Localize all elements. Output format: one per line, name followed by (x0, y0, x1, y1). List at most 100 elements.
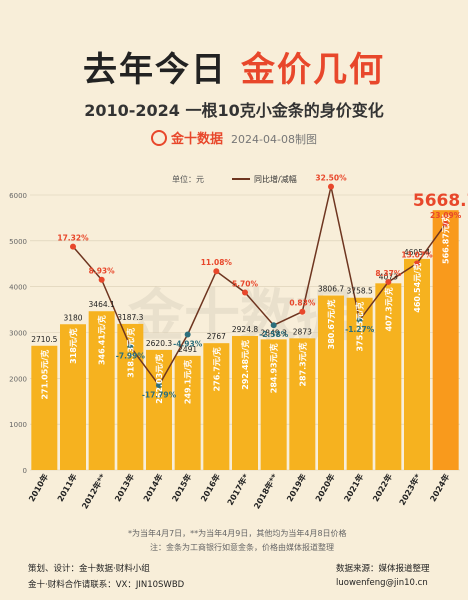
category-label: 2020年 (313, 472, 337, 503)
bar (289, 338, 316, 470)
category-label: 2021年 (342, 472, 366, 503)
change-label: 17.32% (57, 234, 89, 243)
page-subtitle: 2010-2024 一根10克小金条的身价变化 (84, 101, 384, 120)
credit-right-2: luowenfeng@jin10.cn (336, 578, 428, 588)
value-label: 2849.3 (261, 328, 287, 337)
category-label: 2018年** (251, 471, 279, 510)
change-label: 8.93% (89, 267, 116, 276)
y-tick-label: 4000 (9, 284, 27, 292)
change-label: -4.93% (173, 339, 203, 348)
value-label: 2924.8 (232, 325, 258, 334)
change-point (299, 308, 306, 315)
change-point (156, 382, 162, 389)
value-label: 4073 (379, 272, 398, 281)
legend-label: 同比增/减幅 (254, 174, 297, 184)
per-gram-label: 249.1元/克 (183, 360, 193, 404)
per-gram-label: 318.73元/克 (125, 328, 135, 378)
change-point (184, 331, 191, 338)
bar (174, 355, 201, 470)
bar (346, 297, 373, 470)
date-note: 2024-04-08制图 (231, 133, 317, 146)
change-label: 5.70% (232, 279, 259, 288)
category-label: 2011年 (55, 472, 79, 503)
y-tick-label: 5000 (9, 238, 27, 246)
change-point (328, 183, 334, 190)
per-gram-label: 262.03元/克 (154, 354, 164, 404)
category-label: 2013年 (112, 472, 136, 503)
bar (88, 311, 115, 470)
title-part-2: 金价几何 (241, 50, 385, 90)
category-label: 2015年 (170, 472, 194, 503)
change-point (242, 289, 248, 296)
category-label: 2010年 (26, 472, 50, 503)
per-gram-label: 380.67元/克 (326, 300, 336, 350)
value-label: 3187.3 (117, 313, 143, 322)
bar (404, 258, 430, 470)
change-label: 13.07% (401, 250, 433, 259)
brand-logo-icon (151, 130, 168, 146)
change-label: -2.58% (259, 330, 289, 339)
per-gram-label: 276.7元/克 (211, 347, 221, 391)
y-tick-label: 0 (23, 467, 27, 475)
change-label: 32.50% (315, 174, 347, 183)
bar (232, 335, 258, 470)
brand-row: 金十数据 2024-04-08制图 (0, 128, 468, 147)
change-point (356, 317, 363, 324)
change-point (213, 268, 220, 275)
change-point (270, 322, 277, 329)
change-line (72, 186, 447, 387)
change-point (127, 343, 134, 350)
bar (375, 283, 402, 470)
credit-right-1: 数据来源：媒体报道整理 (336, 564, 430, 574)
per-gram-label: 284.93元/克 (269, 343, 279, 393)
value-label: 2491 (178, 345, 197, 354)
y-tick-label: 6000 (9, 192, 27, 200)
category-label: 2024年 (428, 472, 452, 503)
bar (203, 343, 230, 470)
per-gram-label: 460.54元/克 (412, 263, 422, 313)
change-label: 0.83% (289, 299, 316, 308)
change-point (414, 260, 420, 267)
y-tick-label: 3000 (9, 330, 27, 338)
category-label: 2023年* (397, 471, 423, 507)
category-label: 2017年* (225, 471, 251, 507)
value-label: 3464.1 (89, 300, 115, 309)
change-label: 23.09% (430, 211, 462, 220)
bar (31, 345, 58, 470)
bar (432, 210, 459, 471)
per-gram-label: 566.87元/克 (441, 214, 451, 264)
category-label: 2016年 (198, 472, 222, 503)
page-title: 去年今日 金价几何 (0, 42, 468, 91)
value-label: 2620.3 (146, 339, 172, 348)
value-label: 2767 (207, 332, 226, 341)
change-label: 11.08% (201, 258, 233, 267)
per-gram-label: 407.3元/克 (383, 287, 393, 331)
category-label: 2022年 (370, 472, 394, 503)
value-label: 2710.5 (31, 335, 57, 344)
brand-name: 金十数据 (171, 132, 224, 147)
category-label: 2012年** (79, 471, 107, 510)
value-label: 4605.4 (404, 248, 430, 257)
change-label: -17.79% (142, 390, 177, 399)
credit-left-2: 金十·财料合作请联系：VX：JIN10SWBD (28, 580, 185, 590)
change-label: 8.37% (375, 269, 402, 278)
footnote-1: *为当年4月7日，**为当年4月9日，其他均为当年4月8日价格 (128, 529, 347, 538)
category-label: 2019年 (284, 472, 308, 503)
bar (260, 339, 287, 470)
y-tick-label: 2000 (9, 375, 27, 383)
unit-label: 单位：元 (172, 174, 204, 184)
bar (318, 295, 344, 470)
value-label: 2873 (293, 327, 312, 336)
credit-left-1: 策划、设计：金十数据·财料小组 (28, 564, 150, 574)
change-point (385, 278, 392, 285)
value-label: 3180 (63, 313, 82, 322)
change-label: -7.99% (116, 352, 146, 361)
change-point (442, 220, 449, 227)
y-tick-label: 1000 (9, 421, 27, 429)
value-label: 3758.5 (347, 287, 373, 296)
category-label: 2014年 (141, 472, 165, 503)
change-point (70, 243, 76, 250)
per-gram-label: 346.41元/克 (97, 315, 107, 365)
per-gram-label: 318元/克 (68, 328, 78, 364)
